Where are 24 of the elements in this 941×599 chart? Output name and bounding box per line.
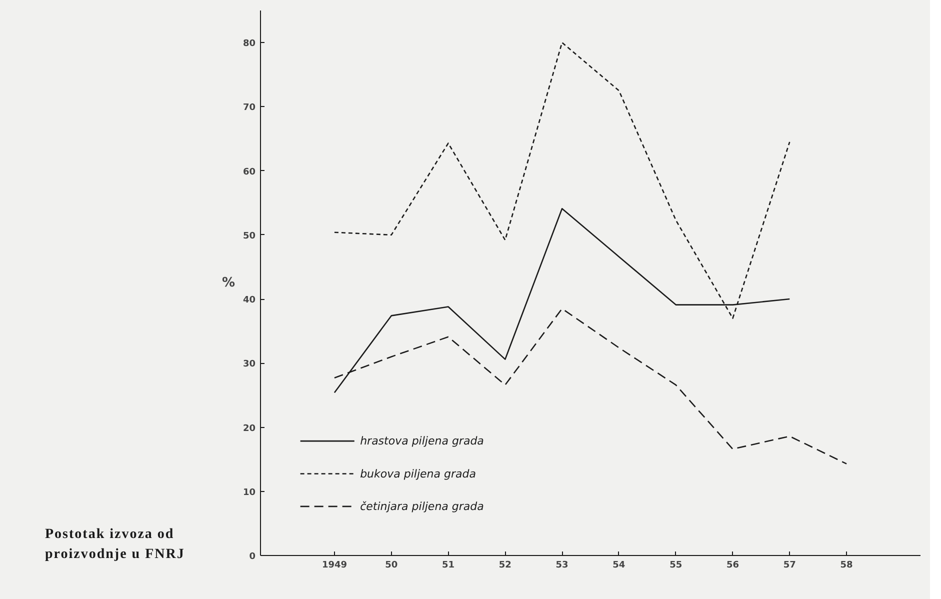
x-tick-label: 54 [612, 560, 626, 570]
y-tick-label: 10 [242, 488, 256, 498]
legend-label: hrastova piljena grada [360, 434, 484, 448]
y-tick-label: 40 [242, 296, 256, 306]
x-tick-label: 57 [783, 560, 796, 570]
x-tick-label: 50 [385, 560, 398, 570]
x-tick-label: 1949 [322, 560, 348, 570]
y-tick-label: 20 [242, 424, 256, 434]
y-axis-title: % [222, 276, 235, 290]
x-tick-label: 53 [556, 560, 568, 570]
y-tick-label: 60 [242, 167, 256, 178]
legend-label: bukova piljena grada [360, 467, 476, 480]
x-tick-label: 56 [726, 560, 740, 570]
x-tick-label: 52 [498, 560, 512, 570]
x-tick-label: 55 [670, 560, 682, 570]
y-tick-label: 0 [249, 552, 256, 562]
y-tick-label: 50 [242, 231, 256, 242]
text: Postotak izvoza od proizvodnje u FNRJ [45, 526, 186, 564]
y-tick-label: 30 [242, 360, 256, 370]
x-tick-label: 51 [442, 560, 455, 570]
y-tick-label: 80 [242, 39, 256, 50]
x-tick-label: 58 [840, 560, 853, 570]
y-tick-label: 70 [242, 103, 256, 114]
legend-label: četinjara piljena grada [360, 500, 484, 513]
